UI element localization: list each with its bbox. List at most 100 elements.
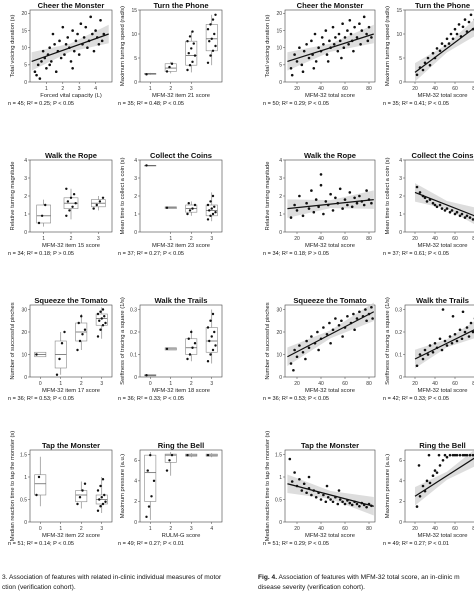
- data-point: [310, 335, 313, 338]
- data-point: [450, 209, 454, 212]
- x-tick-label: 20: [412, 236, 418, 242]
- regression-line: [287, 33, 374, 63]
- y-tick-label: 4: [399, 158, 402, 164]
- data-point: [168, 65, 171, 69]
- data-point: [40, 214, 44, 217]
- data-point: [78, 339, 82, 343]
- data-point: [426, 353, 430, 356]
- data-point: [443, 339, 447, 343]
- confidence-band: [415, 321, 474, 369]
- chart-title: Walk the Rope: [45, 151, 97, 160]
- data-point: [324, 200, 328, 203]
- data-point: [310, 189, 313, 192]
- data-point: [418, 353, 422, 356]
- data-point: [365, 189, 368, 192]
- data-point: [329, 192, 332, 196]
- data-point: [213, 32, 216, 36]
- data-point: [59, 56, 63, 60]
- x-tick-label: 60: [452, 86, 458, 92]
- plot-frame: [284, 9, 376, 83]
- data-point: [325, 53, 329, 56]
- x-tick-label: 20: [294, 86, 300, 92]
- data-point: [191, 30, 194, 33]
- plot-frame: [284, 449, 376, 523]
- data-point: [186, 453, 189, 457]
- data-point: [342, 46, 346, 50]
- x-tick-label: 40: [432, 381, 438, 387]
- data-point: [319, 498, 323, 501]
- y-tick-label: 4: [399, 479, 402, 485]
- data-point: [145, 73, 148, 76]
- data-point: [295, 355, 299, 359]
- chart-panel-r3: Walk the Rope 20 40 60 80 0 1 2 3 4 MFM-32 total s…: [263, 151, 376, 257]
- y-tick-label: 15: [276, 28, 282, 34]
- data-point: [214, 13, 217, 16]
- data-point: [326, 60, 330, 63]
- y-tick-label: 0: [279, 520, 282, 526]
- box: [34, 474, 47, 496]
- y-tick-label: 10: [21, 352, 27, 358]
- data-point: [443, 453, 447, 457]
- data-point: [316, 330, 319, 334]
- x-tick-label: 60: [342, 236, 348, 242]
- data-point: [76, 32, 79, 36]
- chart-panel-r7: Tap the Monster 20 40 60 80 0 0.5 1 1.5 MFM-32 to…: [263, 431, 376, 547]
- data-point: [362, 15, 366, 19]
- x-tick-label: 20: [412, 526, 418, 532]
- right-caption-line-2: disease severity (verification cohort).: [258, 584, 365, 591]
- y-tick-label: 1: [24, 475, 27, 481]
- data-point: [91, 32, 94, 36]
- x-axis-label: RULM-G score: [162, 533, 201, 539]
- data-point: [463, 330, 467, 334]
- data-point: [322, 493, 325, 497]
- y-axis-label: Median reaction time to tap the monster …: [10, 431, 16, 542]
- data-point: [445, 37, 449, 41]
- stats-label: n = 35; R² = 0.41; P < 0.05: [383, 101, 449, 107]
- data-point: [437, 453, 441, 457]
- data-point: [336, 502, 340, 506]
- data-point: [165, 469, 169, 472]
- y-axis-label: Mean time to collect a coin (s): [385, 157, 391, 234]
- data-point: [81, 489, 84, 492]
- data-point: [322, 42, 325, 46]
- data-point: [146, 469, 149, 472]
- data-point: [448, 453, 452, 457]
- chart-title: Ring the Bell: [419, 441, 465, 450]
- x-axis-label: MFM-32 item 21 score: [152, 93, 210, 99]
- x-tick-label: 80: [366, 236, 372, 242]
- x-axis-label: MFM-32 total score: [305, 243, 355, 249]
- data-point: [293, 348, 296, 352]
- y-tick-label: 0: [399, 230, 402, 236]
- data-point: [463, 18, 467, 21]
- data-point: [469, 321, 473, 325]
- data-point: [211, 212, 215, 216]
- data-point: [441, 308, 445, 311]
- data-point: [298, 344, 301, 347]
- chart-title: Cheer the Monster: [38, 1, 105, 10]
- y-tick-label: 20: [276, 330, 282, 336]
- data-point: [427, 453, 431, 457]
- data-point: [455, 339, 459, 343]
- data-point: [312, 210, 316, 214]
- data-point: [346, 314, 349, 318]
- data-point: [314, 495, 318, 499]
- data-point: [209, 200, 212, 203]
- stats-label: n = 36; R² = 0.53; P < 0.05: [8, 396, 74, 402]
- y-tick-label: 5: [134, 56, 137, 62]
- y-axis-label: Number of successful pinches: [265, 302, 271, 379]
- data-point: [317, 348, 320, 352]
- x-axis-label: MFM-32 total score: [418, 388, 468, 394]
- data-point: [66, 200, 70, 203]
- data-point: [295, 60, 299, 63]
- data-point: [418, 494, 422, 498]
- data-point: [305, 491, 308, 495]
- data-point: [191, 346, 194, 349]
- y-tick-label: 1.5: [275, 452, 282, 458]
- data-point: [319, 173, 323, 176]
- data-point: [190, 330, 193, 334]
- chart-title: Squeeze the Tomato: [293, 296, 367, 305]
- data-point: [98, 200, 102, 203]
- data-point: [423, 348, 427, 352]
- data-point: [358, 504, 361, 508]
